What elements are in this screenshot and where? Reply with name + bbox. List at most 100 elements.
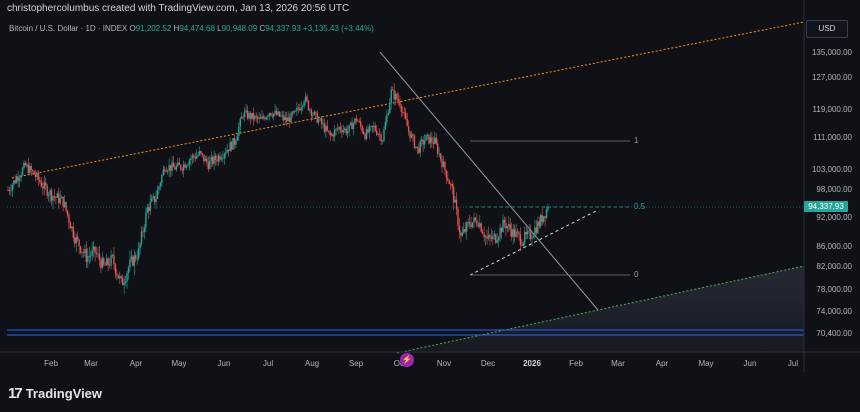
candle-body <box>307 100 310 110</box>
candle-body <box>283 115 285 121</box>
candle-body <box>69 222 72 229</box>
candle-body <box>290 112 292 122</box>
fib-label-0-5: 0.5 <box>634 202 646 211</box>
candle-body <box>348 125 350 132</box>
candle-body <box>194 157 196 159</box>
candle-body <box>515 231 517 237</box>
time-axis-label: Dec <box>480 359 496 368</box>
candle-body <box>227 149 230 152</box>
candle-body <box>463 229 465 233</box>
candle-body <box>497 237 500 241</box>
candle-body <box>24 162 27 166</box>
candle-body <box>270 113 272 116</box>
candle-body <box>46 186 48 196</box>
time-axis-label: Mar <box>84 359 98 368</box>
time-axis-label: Jun <box>743 359 757 368</box>
candle-body <box>230 142 233 150</box>
candle-body <box>374 125 376 131</box>
triangle-lower-line[interactable] <box>469 209 599 276</box>
candle-body <box>232 138 234 150</box>
candle-body <box>241 116 243 119</box>
candle-body <box>296 107 298 111</box>
price-axis-label: 98,000.00 <box>816 185 852 194</box>
candle-body <box>373 125 375 128</box>
candle-body <box>338 126 340 129</box>
candle-body <box>448 180 450 185</box>
footer-bar <box>0 372 860 412</box>
candle-body <box>389 102 391 114</box>
candle-body <box>288 117 291 122</box>
candle-body <box>434 137 436 144</box>
candle-body <box>390 89 392 103</box>
close-label: C <box>259 24 266 33</box>
candle-body <box>387 113 390 115</box>
candle-body <box>148 207 150 212</box>
candle-body <box>406 118 408 127</box>
currency-selector[interactable]: USD <box>806 20 848 38</box>
candle-body <box>153 196 156 203</box>
candle-body <box>61 196 63 198</box>
price-axis-label: 92,000.00 <box>816 213 852 222</box>
candle-body <box>422 139 424 145</box>
candle-body <box>309 109 311 111</box>
candle-body <box>66 210 69 215</box>
downtrend-line[interactable] <box>379 51 599 311</box>
orange-trendline[interactable] <box>11 21 805 179</box>
candle-body <box>352 123 355 130</box>
candle-body <box>267 116 269 118</box>
candle-body <box>357 120 359 122</box>
candle-body <box>130 256 133 260</box>
time-axis-label: Jun <box>217 359 231 368</box>
candle-body <box>544 216 546 218</box>
candle-body <box>200 151 202 154</box>
candle-body <box>317 119 320 123</box>
candle-body <box>137 248 140 259</box>
candle-body <box>493 234 495 236</box>
candle-body <box>313 111 315 115</box>
candles-group <box>7 83 549 294</box>
candle-body <box>513 228 516 237</box>
candle-body <box>76 236 79 240</box>
candle-body <box>360 121 362 127</box>
candle-body <box>97 253 99 255</box>
candle-body <box>438 153 440 155</box>
candle-body <box>431 137 433 143</box>
green-trendline[interactable] <box>396 265 805 354</box>
lightning-icon[interactable]: ⚡ <box>400 353 414 367</box>
tradingview-branding[interactable]: 17 TradingView <box>8 385 102 402</box>
candle-body <box>528 230 530 232</box>
tradingview-logo-icon: 17 <box>8 385 23 402</box>
candle-body <box>178 162 180 165</box>
candle-body <box>332 134 334 137</box>
candle-body <box>90 255 92 257</box>
candle-body <box>233 138 236 145</box>
candle-body <box>512 228 514 237</box>
candle-body <box>509 224 511 230</box>
candle-body <box>39 180 41 183</box>
price-axis-label: 135,000.00 <box>811 48 852 57</box>
candle-body <box>447 178 449 181</box>
candle-body <box>490 237 493 239</box>
candle-body <box>166 170 169 172</box>
candle-body <box>394 93 397 100</box>
candle-body <box>268 113 270 117</box>
symbol-legend[interactable]: Bitcoin / U.S. Dollar · 1D · INDEX O91,2… <box>9 24 374 33</box>
candle-body <box>95 252 98 254</box>
candle-body <box>455 199 458 210</box>
candle-body <box>294 110 297 112</box>
candle-body <box>325 126 327 132</box>
fib-label-0: 0 <box>634 270 639 279</box>
candle-body <box>216 159 218 162</box>
candle-body <box>358 121 360 123</box>
candle-body <box>445 170 448 179</box>
candle-body <box>264 117 266 120</box>
chart-header-title: christophercolumbus created with Trading… <box>7 3 350 14</box>
candle-body <box>442 161 445 168</box>
candle-body <box>117 275 120 279</box>
candle-body <box>246 110 249 119</box>
time-axis-label: 2026 <box>523 359 541 368</box>
candle-body <box>312 114 314 116</box>
candle-body <box>74 237 76 244</box>
candle-body <box>229 142 231 152</box>
